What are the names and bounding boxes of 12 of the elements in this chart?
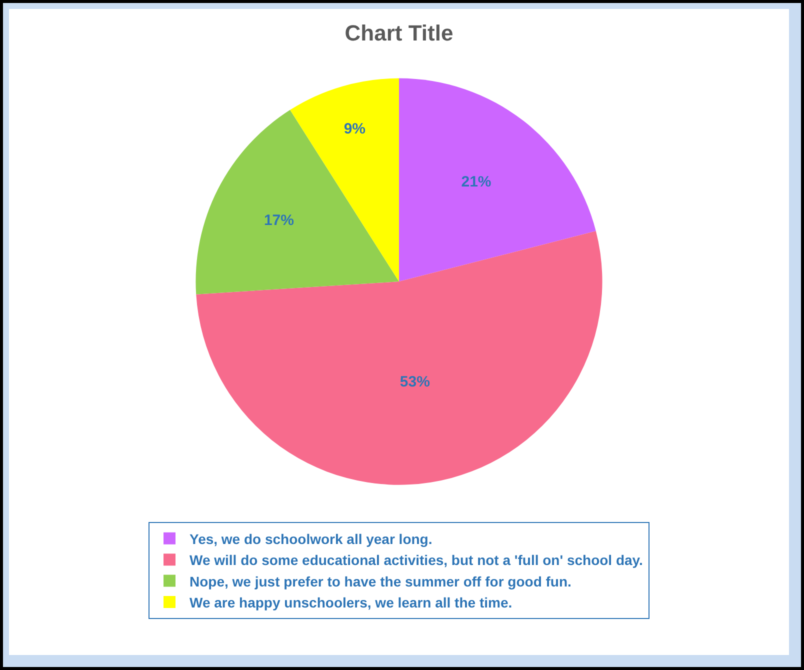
legend-label: Nope, we just prefer to have the summer off for good fun. <box>190 573 572 590</box>
data-label: 53% <box>400 373 430 390</box>
data-label: 21% <box>461 173 492 190</box>
data-label: 17% <box>264 212 294 229</box>
pie-slice <box>399 78 596 282</box>
pie-slice <box>196 231 602 485</box>
legend-label: We will do some educational activities, but not a 'full on' school day. <box>190 552 643 568</box>
legend-label: We are happy unschoolers, we learn all the time. <box>190 594 512 610</box>
pie-slice <box>196 110 399 294</box>
data-label: 9% <box>344 120 366 138</box>
legend-label: Yes, we do schoolwork all year long. <box>190 530 432 547</box>
chart-title: Chart Title <box>344 20 454 46</box>
